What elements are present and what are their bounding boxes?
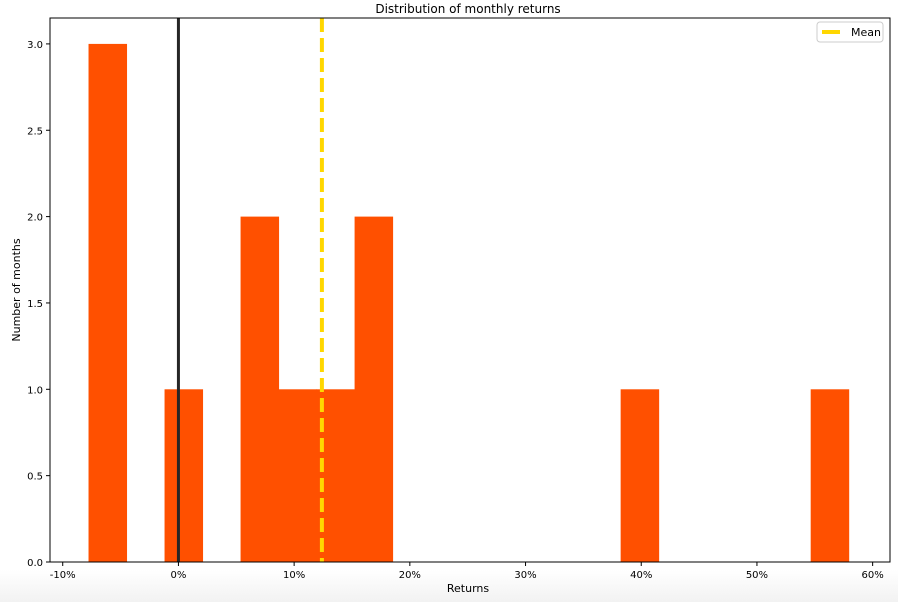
y-tick-label: 3.0 <box>27 40 43 51</box>
x-tick-label: 10% <box>283 570 305 581</box>
chart-title: Distribution of monthly returns <box>375 2 560 16</box>
y-axis-label: Number of months <box>10 238 23 341</box>
histogram-bar <box>620 389 660 562</box>
histogram-bar <box>316 389 356 562</box>
y-tick-label: 2.5 <box>27 126 43 137</box>
y-tick-label: 2.0 <box>27 213 43 224</box>
y-tick-label: 0.0 <box>27 558 43 569</box>
y-tick-label: 0.5 <box>27 472 43 483</box>
x-tick-label: 50% <box>746 570 768 581</box>
legend: Mean <box>816 21 884 43</box>
histogram-bar <box>354 216 394 562</box>
x-tick-label: 40% <box>630 570 652 581</box>
y-tick-label: 1.0 <box>27 385 43 396</box>
legend-box <box>816 21 884 43</box>
histogram-bar <box>810 389 850 562</box>
plot-frame <box>49 17 891 563</box>
histogram-bar <box>240 216 280 562</box>
histogram-bar <box>164 389 204 562</box>
legend-mean-label: Mean <box>851 26 881 39</box>
y-tick-label: 1.5 <box>27 299 43 310</box>
x-axis-label: Returns <box>447 582 490 595</box>
x-tick-label: 60% <box>862 570 884 581</box>
x-tick-label: 0% <box>170 570 186 581</box>
x-tick-label: 20% <box>399 570 421 581</box>
histogram-bar <box>88 43 128 562</box>
histogram-bar <box>278 389 318 562</box>
x-tick-label: 30% <box>514 570 536 581</box>
x-tick-label: -10% <box>50 570 76 581</box>
